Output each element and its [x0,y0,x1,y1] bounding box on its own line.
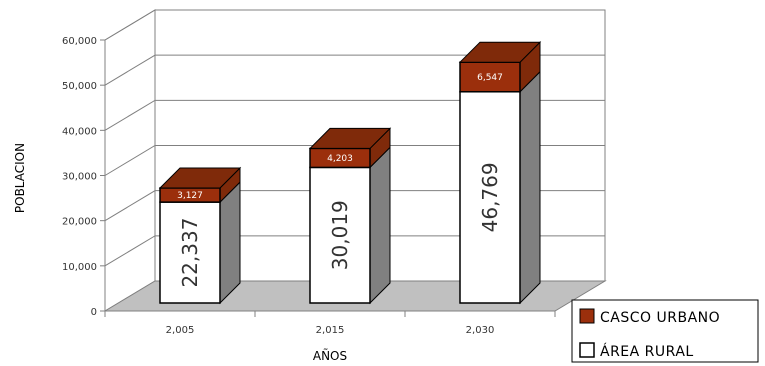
data-label-area-rural: 46,769 [478,162,502,232]
legend-box [571,299,759,363]
bar-casco-urbano [459,61,521,93]
bar-area-rural [159,201,221,304]
legend-label-area-rural: ÁREA RURAL [600,343,694,360]
legend-swatch-casco-urbano [579,308,595,324]
bar-rural-side [519,70,541,305]
bar-stack: 46,769 6,547 [458,40,542,305]
y-tick-label: 30,000 [62,172,97,183]
gridline [104,190,605,222]
bar-rural-side [369,146,391,305]
bar-area-rural [459,91,521,304]
bar-top [458,41,542,63]
x-tick-label: 2,015 [316,325,345,336]
x-axis-title: AÑOS [313,348,347,363]
legend: CASCO URBANO ÁREA RURAL [571,299,759,363]
gridline [104,99,605,131]
y-axis-title: POBLACION [13,143,27,213]
y-tick-label: 60,000 [62,36,97,47]
x-tick-label: 2,030 [466,325,495,336]
gridline [104,9,605,41]
bar-stack: 22,337 3,127 [158,166,242,305]
data-label-area-rural: 30,019 [328,200,352,270]
gridlines [104,9,605,267]
y-tick-label: 50,000 [62,81,97,92]
bars: 22,337 3,127 30,019 4,203 46,769 6,547 [158,40,542,305]
gridline [104,54,605,86]
data-label-casco-urbano: 6,547 [477,73,503,83]
y-axis: 0 10,000 20,000 30,000 40,000 50,000 60,000 [62,36,106,318]
y-tick-label: 40,000 [62,126,97,137]
y-tick-label: 10,000 [62,262,97,273]
y-tick-label: 0 [91,307,97,318]
bar-top [308,127,392,149]
y-tick-label: 20,000 [62,217,97,228]
legend-swatch-area-rural [579,342,595,358]
gridline [104,235,605,267]
legend-label-casco-urbano: CASCO URBANO [600,310,720,326]
data-label-casco-urbano: 3,127 [177,191,203,201]
bar-stack: 30,019 4,203 [308,127,392,305]
bar-rural-side [219,180,241,305]
bar-top [158,167,242,189]
gridline [104,145,605,176]
x-tick-label: 2,005 [166,325,195,336]
bar-area-rural [309,166,371,304]
data-label-casco-urbano: 4,203 [327,154,353,164]
x-axis: 2,005 2,015 2,030 [104,310,556,336]
data-label-area-rural: 22,337 [178,218,202,288]
